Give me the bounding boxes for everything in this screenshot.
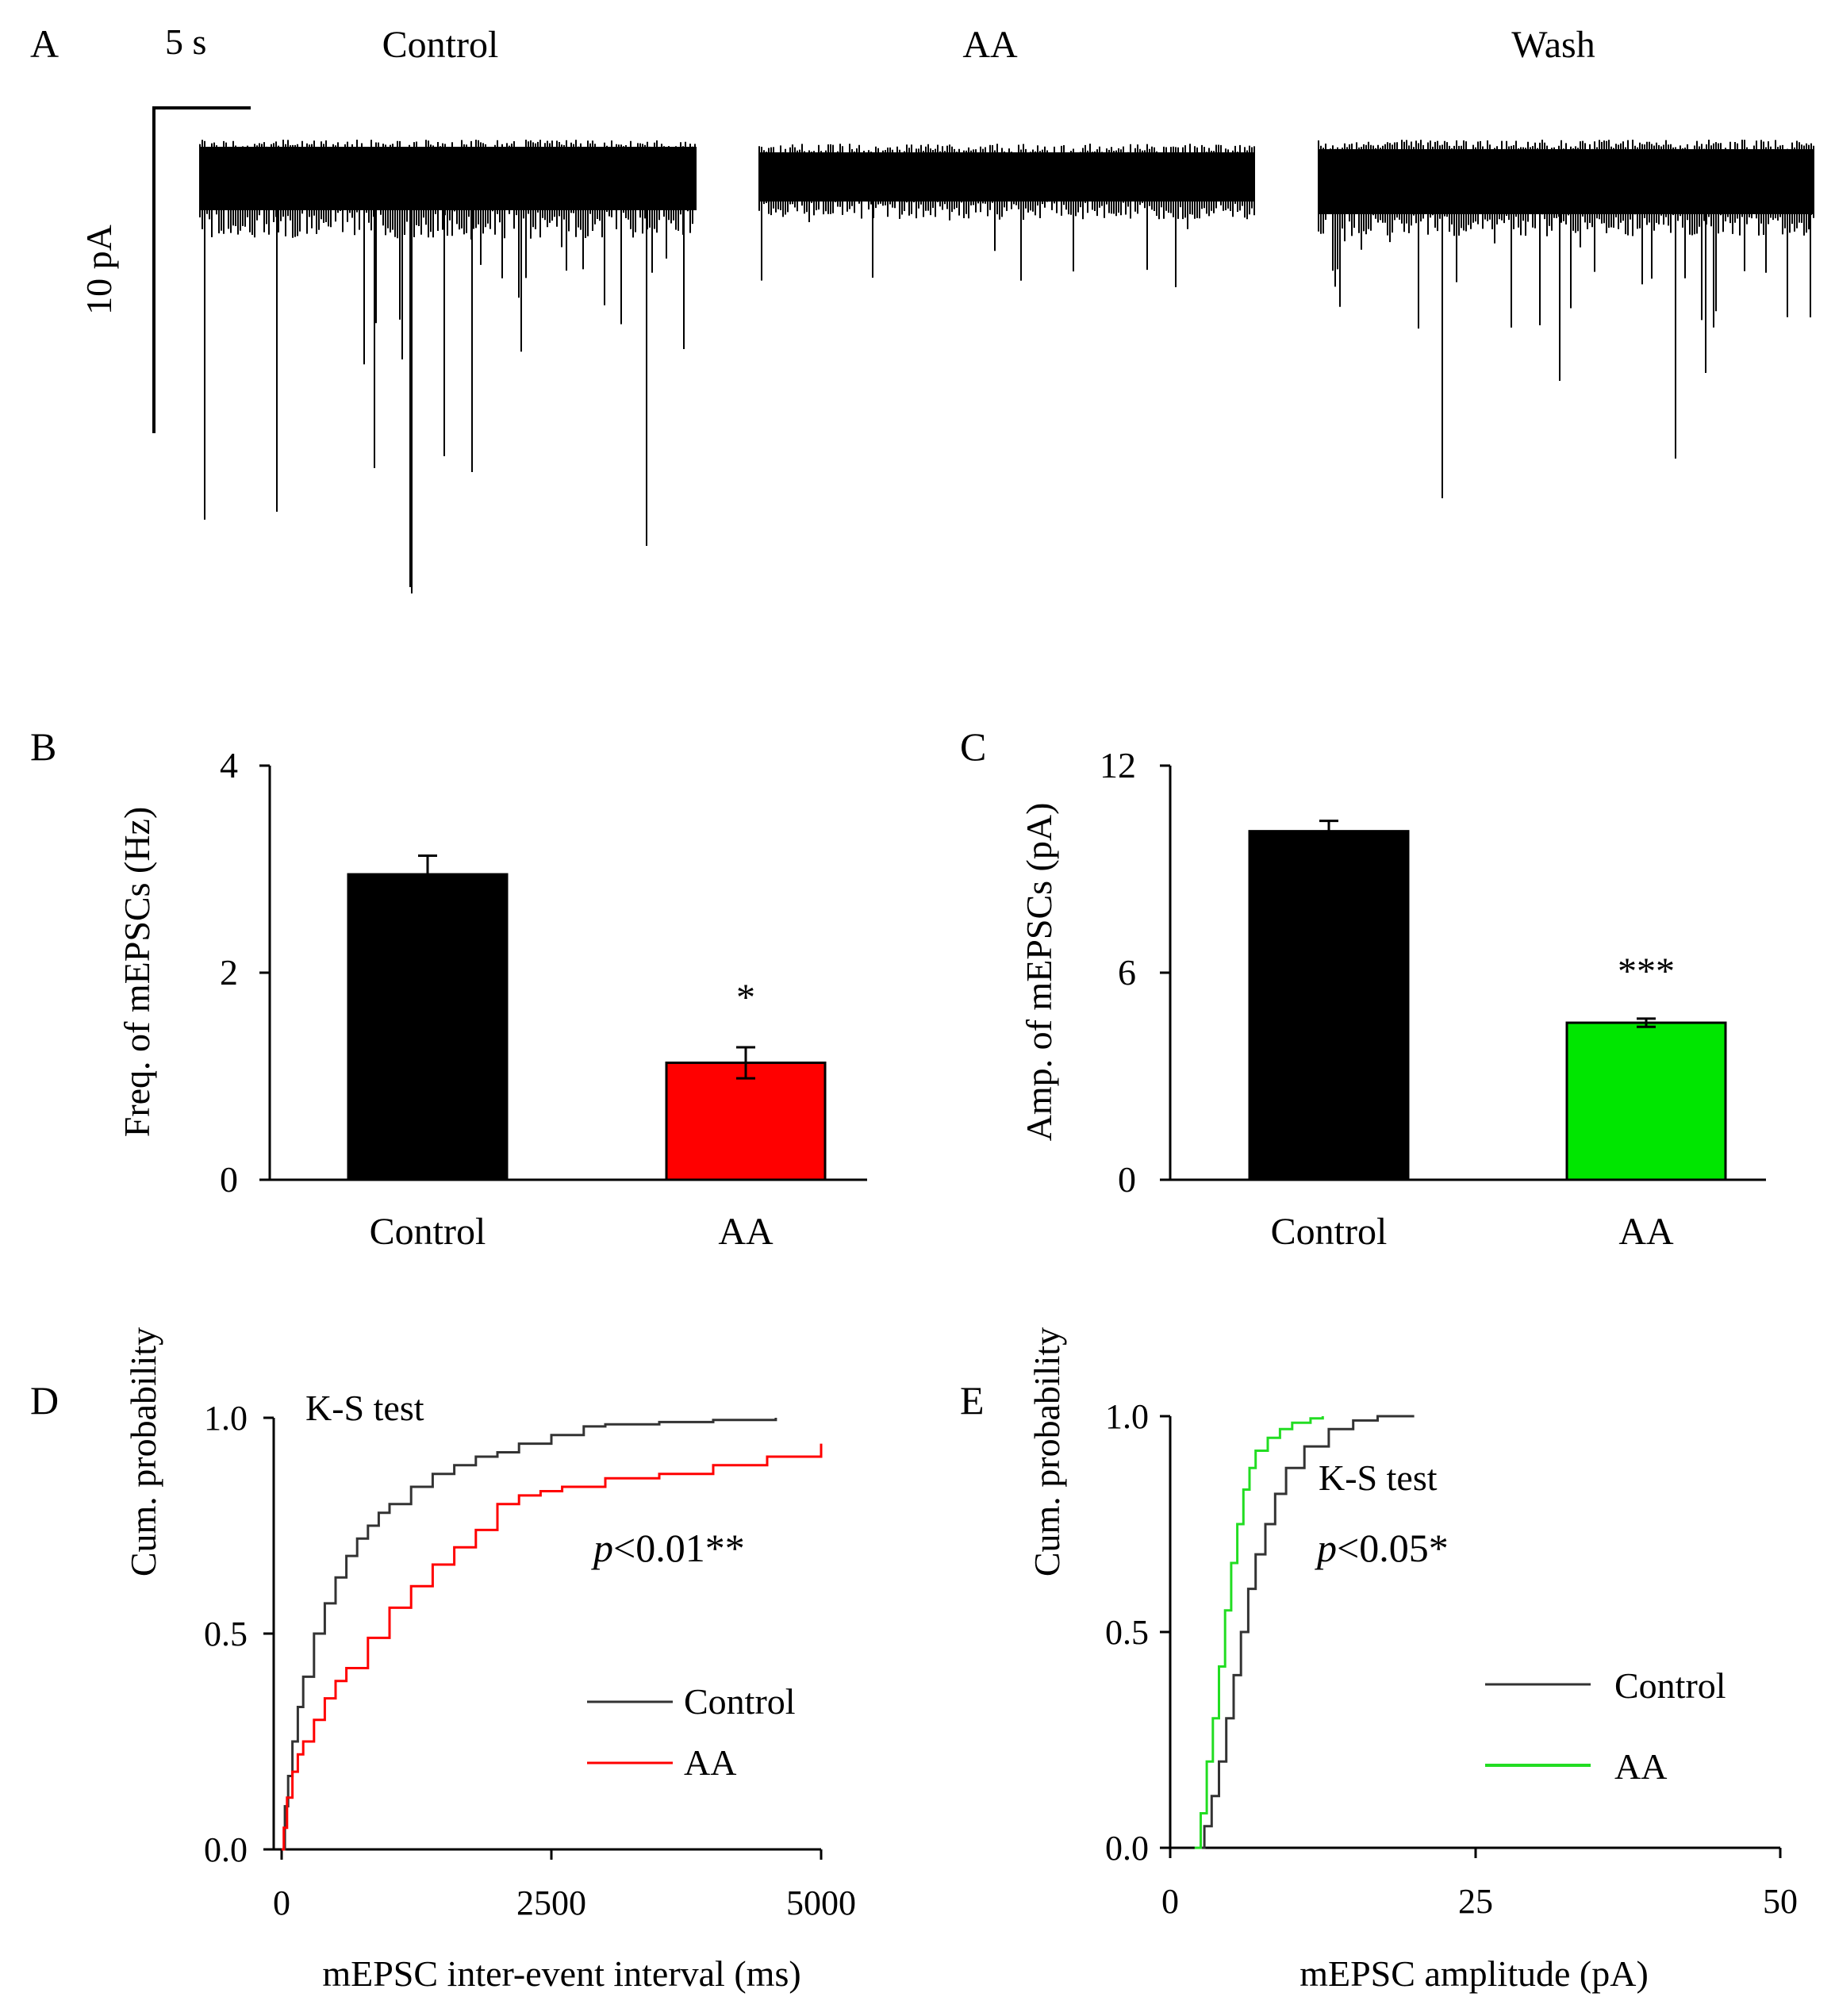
bar-control [347, 873, 509, 1181]
line-aa [1194, 1416, 1324, 1849]
error-bar-aa [736, 1046, 755, 1080]
panel-d-ytick-label-1: 1.0 [204, 1399, 248, 1438]
trace-control [199, 140, 697, 593]
panel-c-ylabel: Amp. of mEPSCs (pA) [1019, 803, 1059, 1142]
panel-c-ytick-label-6: 6 [1118, 952, 1136, 993]
condition-label-control: Control [382, 24, 499, 66]
condition-label-wash: Wash [1511, 24, 1595, 66]
panel-b-xtick-label-aa: AA [718, 1211, 774, 1253]
error-bar-aa [1637, 1017, 1656, 1028]
panel-b-bars [347, 854, 827, 1181]
panel-a-letter: A [30, 21, 59, 66]
panel-e-p-value: <0.05* [1337, 1526, 1449, 1570]
panel-d-ylabel: Cum. probability [123, 1327, 163, 1576]
panel-c-ytick-label-12: 12 [1100, 745, 1136, 785]
panel-e-test-label: K-S test [1319, 1457, 1438, 1498]
trace-wash [1318, 140, 1814, 498]
panel-e-ytick-label-05: 0.5 [1105, 1613, 1149, 1652]
panel-d-ytick-label-05: 0.5 [204, 1615, 248, 1653]
panel-c-xtick-label-control: Control [1271, 1211, 1388, 1253]
panel-d-y-ticks: 0.0 0.5 1.0 [204, 1399, 274, 1869]
bar-control [1248, 830, 1410, 1181]
panel-d-legend-aa-label: AA [684, 1742, 736, 1783]
panel-e-legend-aa-label: AA [1614, 1746, 1667, 1787]
panel-d-ytick-label-0: 0.0 [204, 1830, 248, 1869]
panel-d: D Cum. probability 0.0 0.5 1.0 0 2500 50… [30, 1327, 856, 1994]
panel-c-y-ticks: 0 6 12 [1100, 745, 1170, 1200]
panel-e-legend: Control AA [1485, 1665, 1726, 1787]
panel-d-legend: Control AA [587, 1681, 796, 1783]
panel-b-ytick-label-2: 2 [220, 952, 238, 993]
panel-e-ytick-label-0: 0.0 [1105, 1829, 1149, 1868]
trace-aa-spikes [758, 144, 1255, 287]
panel-e-xtick-label-25: 25 [1458, 1882, 1493, 1921]
panel-d-x-ticks: 0 2500 5000 [273, 1849, 856, 1922]
panel-d-legend-control-label: Control [684, 1681, 796, 1722]
panel-a: A 5 s Control AA Wash 10 pA [30, 21, 1814, 593]
scale-bar [152, 106, 251, 433]
panel-e-xtick-label-50: 50 [1763, 1882, 1798, 1921]
panel-c-letter: C [960, 724, 986, 769]
panel-e-legend-control-label: Control [1614, 1665, 1726, 1706]
trace-aa [758, 144, 1255, 287]
panel-e: E Cum. probability 0.0 0.5 1.0 0 25 50 m… [960, 1327, 1798, 1994]
panel-d-xtick-label-2500: 2500 [516, 1884, 586, 1922]
panel-c: C Amp. of mEPSCs (pA) 0 6 12 Control AA … [960, 724, 1766, 1253]
trace-events [758, 144, 1255, 287]
line-control [282, 1418, 777, 1851]
panel-b-ytick-label-4: 4 [220, 745, 238, 785]
panel-b-significance: * [736, 977, 755, 1019]
panel-e-xtick-label-0: 0 [1161, 1882, 1179, 1921]
panel-b-xtick-label-control: Control [370, 1211, 486, 1253]
panel-e-lines [1194, 1415, 1415, 1849]
panel-c-significance: *** [1618, 950, 1675, 993]
panel-b-ylabel: Freq. of mEPSCs (Hz) [117, 807, 157, 1138]
panel-e-p-symbol: p [1315, 1526, 1337, 1570]
panel-d-p-symbol: p [591, 1526, 613, 1570]
panel-e-xlabel: mEPSC amplitude (pA) [1299, 1953, 1649, 1994]
condition-label-aa: AA [962, 24, 1018, 66]
line-aa [282, 1443, 823, 1851]
panel-d-xtick-label-0: 0 [273, 1884, 290, 1922]
panel-d-lines [282, 1418, 823, 1851]
trace-control-spikes [199, 140, 696, 593]
scale-time-label: 5 s [165, 21, 206, 62]
panel-b-ytick-label-0: 0 [220, 1159, 238, 1200]
panel-d-xtick-label-5000: 5000 [786, 1884, 856, 1922]
panel-b-y-ticks: 0 2 4 [220, 745, 270, 1200]
panel-d-p-annotation: p<0.01** [591, 1526, 745, 1570]
panel-b-letter: B [30, 724, 56, 769]
panel-d-letter: D [30, 1378, 59, 1423]
panel-c-bars [1248, 820, 1727, 1181]
bar-aa [1565, 1021, 1727, 1181]
panel-c-xtick-label-aa: AA [1618, 1211, 1674, 1253]
line-control [1196, 1415, 1415, 1849]
panel-e-x-ticks: 0 25 50 [1161, 1848, 1798, 1921]
panel-b: B Freq. of mEPSCs (Hz) 0 2 4 Control AA … [30, 724, 867, 1253]
trace-events [1318, 140, 1814, 498]
panel-e-ylabel: Cum. probability [1027, 1327, 1067, 1576]
panel-e-letter: E [960, 1378, 985, 1423]
bar-aa [665, 1062, 827, 1181]
panel-e-ytick-label-1: 1.0 [1105, 1397, 1149, 1436]
panel-d-xlabel: mEPSC inter-event interval (ms) [322, 1953, 800, 1994]
error-bar-control [1319, 820, 1338, 831]
panel-d-test-label: K-S test [305, 1388, 424, 1428]
panel-d-p-value: <0.01** [613, 1526, 745, 1570]
panel-c-ytick-label-0: 0 [1118, 1159, 1136, 1200]
panel-e-p-annotation: p<0.05* [1315, 1526, 1449, 1570]
panel-e-y-ticks: 0.0 0.5 1.0 [1105, 1397, 1170, 1868]
trace-events [199, 140, 696, 593]
trace-wash-spikes [1318, 140, 1814, 498]
error-bar-control [418, 854, 437, 875]
scale-current-label: 10 pA [79, 225, 119, 315]
